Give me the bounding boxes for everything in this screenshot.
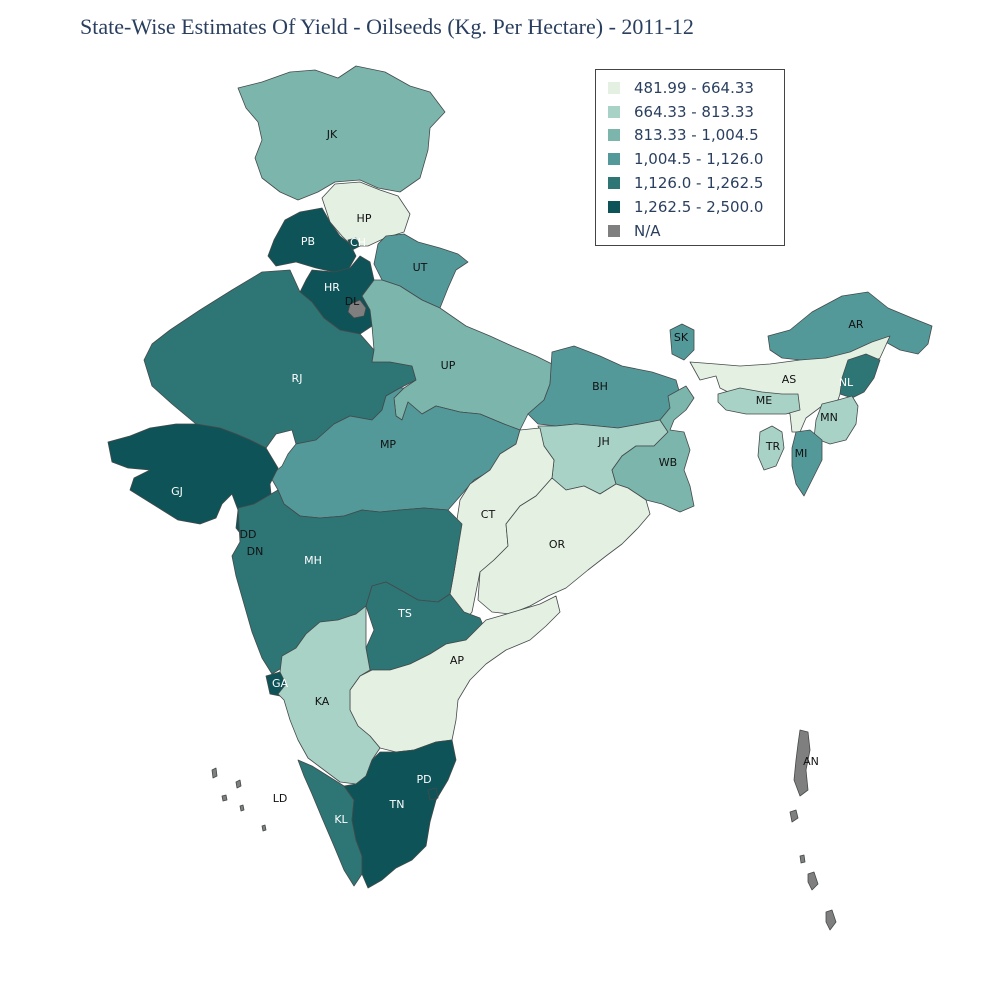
state-label-AN: AN [803, 755, 819, 768]
state-MI[interactable] [791, 429, 823, 497]
state-label-GJ: GJ [171, 485, 183, 498]
state-KA[interactable] [277, 605, 381, 785]
state-label-UT: UT [413, 261, 428, 274]
legend-label: 1,126.0 - 1,262.5 [634, 174, 764, 193]
legend-item-2[interactable]: 664.33 - 813.33 [608, 100, 784, 124]
legend-label: 481.99 - 664.33 [634, 78, 754, 97]
state-WB[interactable] [611, 385, 695, 513]
legend-swatch [608, 105, 620, 118]
state-label-SK: SK [674, 331, 689, 344]
legend-item-1[interactable]: 481.99 - 664.33 [608, 76, 784, 100]
state-CH[interactable] [347, 237, 361, 251]
state-label-HR: HR [324, 281, 340, 294]
state-AN[interactable] [789, 729, 837, 931]
legend-item-7[interactable]: N/A [608, 219, 784, 243]
state-HP[interactable] [321, 181, 411, 247]
state-MN[interactable] [813, 395, 859, 445]
state-label-AP: AP [450, 654, 465, 667]
state-label-HP: HP [357, 212, 372, 225]
state-CT[interactable] [449, 427, 555, 623]
state-label-PB: PB [301, 235, 315, 248]
state-label-MN: MN [820, 411, 838, 424]
state-label-WB: WB [659, 456, 677, 469]
state-PD[interactable] [427, 787, 439, 801]
legend-item-5[interactable]: 1,126.0 - 1,262.5 [608, 171, 784, 195]
state-label-AR: AR [848, 318, 864, 331]
state-label-MI: MI [795, 447, 808, 460]
state-DL[interactable] [347, 299, 367, 319]
state-ME[interactable] [717, 387, 801, 415]
map-title: State-Wise Estimates Of Yield - Oilseeds… [80, 14, 694, 39]
state-label-MP: MP [380, 438, 396, 451]
state-label-MH: MH [304, 554, 322, 567]
state-label-CH: CH [350, 236, 366, 249]
state-label-ME: ME [756, 394, 772, 407]
state-label-CT: CT [481, 508, 496, 521]
legend-label: 664.33 - 813.33 [634, 102, 754, 121]
legend-swatch [608, 224, 620, 237]
legend-label: 1,262.5 - 2,500.0 [634, 197, 764, 216]
state-label-JK: JK [326, 128, 338, 141]
state-label-OR: OR [549, 538, 566, 551]
state-label-TN: TN [389, 798, 405, 811]
legend-item-3[interactable]: 813.33 - 1,004.5 [608, 124, 784, 148]
state-OR[interactable] [477, 477, 651, 615]
state-label-DL: DL [345, 295, 360, 308]
state-label-DN: DN [247, 545, 264, 558]
legend-item-6[interactable]: 1,262.5 - 2,500.0 [608, 195, 784, 219]
state-label-JH: JH [597, 435, 610, 448]
legend-label: 1,004.5 - 1,126.0 [634, 150, 764, 169]
state-JK[interactable] [237, 65, 446, 201]
legend-swatch [608, 129, 620, 142]
state-label-TR: TR [765, 440, 781, 453]
legend-swatch [608, 200, 620, 213]
state-label-KA: KA [315, 695, 330, 708]
state-label-NL: NL [839, 376, 854, 389]
state-label-BH: BH [592, 380, 608, 393]
state-label-GA: GA [272, 677, 289, 690]
state-label-PD: PD [416, 773, 431, 786]
legend: 481.99 - 664.33 664.33 - 813.33 813.33 -… [595, 69, 785, 246]
state-SK[interactable] [669, 323, 695, 361]
state-labels: JK HP PB CH UT HR DL RJ UP BH SK AR AS NL ME MN TR MI JH WB… [171, 128, 864, 826]
state-label-DD: DD [240, 528, 257, 541]
legend-label: N/A [634, 221, 661, 240]
state-label-RJ: RJ [292, 372, 303, 385]
legend-label: 813.33 - 1,004.5 [634, 126, 759, 145]
state-label-AS: AS [782, 373, 797, 386]
legend-swatch [608, 153, 620, 166]
legend-swatch [608, 177, 620, 190]
state-LD[interactable] [211, 767, 267, 832]
state-label-TS: TS [397, 607, 412, 620]
state-TN[interactable] [343, 739, 457, 889]
state-label-KL: KL [334, 813, 348, 826]
state-label-UP: UP [441, 359, 456, 372]
legend-item-4[interactable]: 1,004.5 - 1,126.0 [608, 147, 784, 171]
state-TR[interactable] [757, 425, 785, 471]
legend-swatch [608, 81, 620, 94]
state-NL[interactable] [839, 353, 881, 399]
state-label-LD: LD [273, 792, 288, 805]
